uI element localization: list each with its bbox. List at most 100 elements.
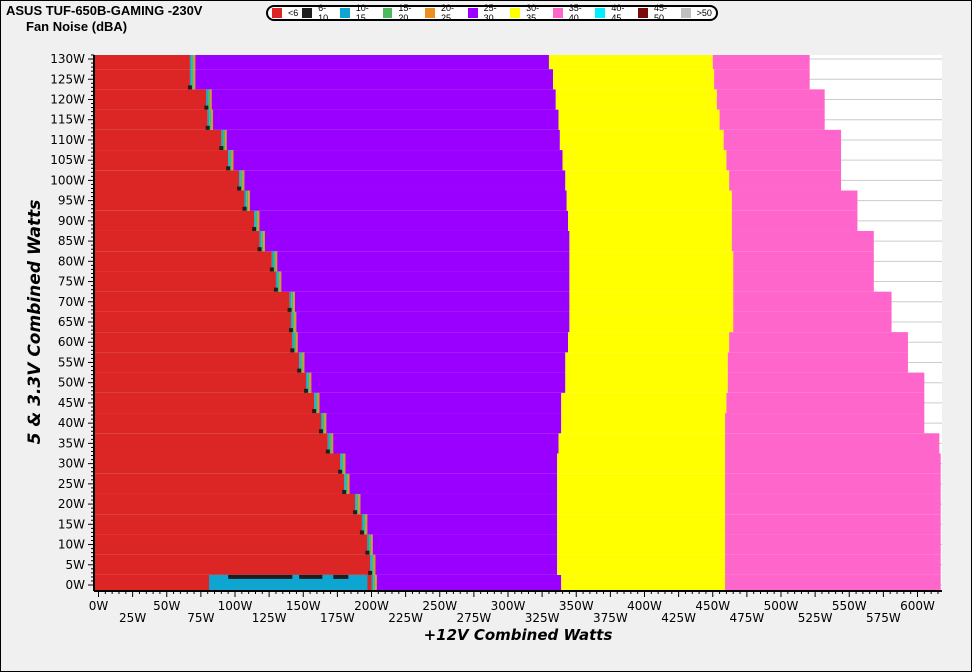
cell-6-10 [204,105,209,110]
y-tick-label: 105W [50,153,85,167]
cell-20-25 [302,352,305,373]
legend-label: 35-40 [568,3,582,23]
cell-lt6 [94,109,208,130]
legend-swatch [339,8,350,18]
cell-25-30 [195,55,549,70]
cell-30-35 [565,170,730,191]
cell-20-25 [358,493,361,515]
y-tick-label: 130W [50,52,85,66]
cell-35-40 [733,291,892,312]
cell-20-25 [263,230,265,252]
x-tick-label: 150W [286,599,321,613]
cell-30-35 [555,89,717,110]
cell-6-10 [333,574,349,579]
cell-20-25 [309,372,312,393]
cell-25-30 [277,251,570,272]
cell-10-15 [305,372,308,393]
x-tick-label: 475W [729,611,764,625]
cell-6-10 [242,206,247,211]
cell-lt6 [94,311,291,333]
cell-20-25 [242,170,245,191]
cell-30-35 [569,251,734,272]
cell-15-20 [209,109,212,130]
cell-lt6 [94,230,260,252]
cell-20-25 [294,311,297,333]
cell-6-10 [269,267,274,272]
cell-25-30 [281,271,570,292]
cell-15-20 [191,69,194,90]
cell-30-35 [565,372,728,393]
cell-lt6 [94,150,229,171]
cell-10-15 [221,129,223,151]
x-tick-label: 425W [661,611,696,625]
cell-20-25 [365,514,368,535]
legend-item: 15-20 [382,3,422,23]
cell-lt6 [94,554,371,575]
y-tick-label: 85W [58,234,85,248]
y-axis-label: 5 & 3.3V Combined Watts [25,200,45,445]
x-tick-label: 25W [119,611,146,625]
cell-20-25 [296,332,298,353]
x-tick-label: 300W [491,599,526,613]
cell-15-20 [329,433,332,454]
cell-25-30 [264,230,570,252]
cell-15-20 [191,55,194,70]
x-axis-label: +12V Combined Watts [424,626,613,644]
cell-30-35 [553,69,715,90]
cell-10-15 [290,311,293,333]
legend-swatch [302,8,313,18]
cell-20-25 [211,109,214,130]
cell-30-35 [559,129,724,151]
cell-lt6 [94,534,368,555]
cell-15-20 [369,534,372,555]
cell-35-40 [727,352,908,373]
legend-item: 35-40 [552,3,592,23]
cell-20-25 [210,89,212,110]
cell-25-30 [294,291,570,312]
y-tick-label: 110W [50,133,85,147]
cell-6-10 [228,574,293,579]
y-tick-label: 30W [58,457,85,471]
cell-6-10 [342,489,347,494]
cell-20-25 [231,150,234,171]
cell-10-15 [254,210,256,231]
y-tick-label: 125W [50,72,85,86]
cell-25-30 [367,514,558,535]
y-tick-label: 35W [58,436,85,450]
x-tick-label: 125W [252,611,287,625]
cell-lt6 [94,55,190,70]
cell-30-35 [557,554,726,575]
cell-15-20 [341,453,344,474]
cell-30-35 [557,493,726,515]
y-tick-label: 25W [58,477,85,491]
cell-30-35 [565,352,728,373]
cell-30-35 [569,311,734,333]
y-tick-label: 100W [50,173,85,187]
cell-15-20 [240,170,243,191]
cell-30-35 [558,109,720,130]
cell-35-40 [725,473,941,494]
cell-10-15 [209,574,368,592]
legend-swatch [552,8,563,18]
cell-20-25 [343,453,346,474]
cell-10-15 [361,514,364,535]
cell-25-30 [226,129,560,151]
legend-swatch [425,8,435,18]
cell-6-10 [205,125,210,130]
x-tick-label: 400W [627,599,662,613]
x-tick-label: 50W [153,599,180,613]
cell-30-35 [566,190,732,211]
cell-20-25 [293,291,295,312]
legend-item: >50 [680,8,712,18]
cell-35-40 [727,372,925,393]
cell-20-25 [317,392,320,414]
cell-25-30 [297,332,569,353]
cell-lt6 [94,89,207,110]
cell-35-40 [733,311,892,333]
x-tick-label: 575W [866,611,901,625]
y-tick-label: 50W [58,376,85,390]
x-tick-label: 325W [525,611,560,625]
y-tick-label: 120W [50,92,85,106]
cell-10-15 [207,109,210,130]
cell-25-30 [249,190,567,211]
